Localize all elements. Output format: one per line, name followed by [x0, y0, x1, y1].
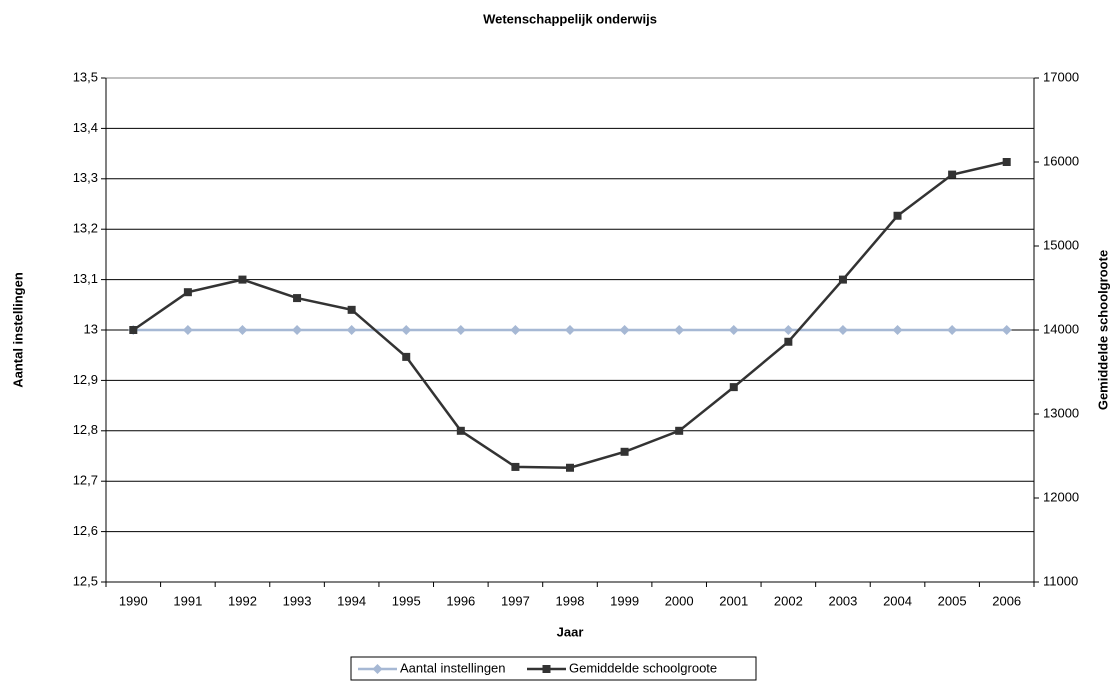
data-point [1001, 325, 1012, 335]
data-point [237, 325, 248, 335]
x-tick-label: 2004 [883, 593, 912, 608]
x-tick-label: 1999 [610, 593, 639, 608]
y2-tick-label: 17000 [1043, 69, 1079, 84]
data-point [565, 325, 575, 335]
y2-tick-label: 11000 [1043, 573, 1078, 588]
data-point [129, 326, 138, 334]
y2-tick-label: 15000 [1043, 237, 1079, 252]
y-axis-title: Aantal instellingen [10, 272, 25, 388]
data-point [893, 211, 902, 220]
data-point [728, 325, 739, 335]
data-point [1002, 158, 1011, 166]
x-tick-label: 1997 [501, 593, 530, 608]
data-point [783, 325, 794, 335]
y2-tick-label: 13000 [1043, 405, 1079, 420]
y-tick-label: 13,4 [73, 120, 98, 135]
data-point [566, 463, 574, 472]
x-tick-label: 1996 [446, 593, 475, 608]
x-tick-label: 1990 [119, 593, 148, 608]
data-point [892, 325, 903, 335]
y2-tick-label: 16000 [1043, 153, 1079, 168]
data-point [619, 325, 630, 335]
y-tick-label: 12,8 [73, 422, 98, 437]
x-tick-label: 1993 [283, 593, 312, 608]
y-tick-label: 13,1 [73, 271, 98, 286]
y-tick-label: 13,3 [73, 170, 98, 185]
series-line [132, 160, 1007, 470]
x-tick-label: 2002 [774, 593, 803, 608]
legend-marker [372, 664, 383, 674]
x-tick-label: 1995 [392, 593, 421, 608]
data-point [346, 325, 357, 335]
data-point [511, 462, 520, 471]
data-point [455, 325, 466, 335]
y-tick-label: 12,6 [73, 523, 98, 538]
x-tick-label: 2000 [665, 593, 694, 608]
data-point [238, 275, 247, 284]
data-point [675, 426, 684, 435]
x-tick-label: 2001 [719, 593, 748, 608]
data-point [674, 325, 685, 335]
data-point [837, 325, 848, 335]
y-tick-label: 13,2 [73, 221, 98, 236]
legend-label: Aantal instellingen [400, 660, 506, 675]
y2-tick-label: 12000 [1043, 489, 1079, 504]
data-point [948, 170, 957, 179]
x-tick-label: 2003 [828, 593, 857, 608]
x-tick-label: 1991 [173, 593, 202, 608]
x-axis-title: Jaar [557, 624, 584, 639]
y-tick-label: 12,7 [73, 473, 98, 488]
data-point [347, 305, 356, 314]
x-tick-label: 1994 [337, 593, 366, 608]
y-tick-label: 12,5 [73, 573, 98, 588]
data-point [402, 352, 411, 361]
y-tick-label: 13 [84, 321, 98, 336]
data-point [292, 325, 303, 335]
x-tick-label: 1998 [556, 593, 585, 608]
data-point [401, 325, 412, 335]
data-point [620, 447, 629, 456]
data-point [510, 325, 521, 335]
data-point [784, 337, 793, 346]
data-point [456, 426, 465, 435]
data-point [182, 325, 193, 335]
x-tick-label: 2005 [938, 593, 967, 608]
chart-title: Wetenschappelijk onderwijs [483, 11, 657, 26]
legend-label: Gemiddelde schoolgroote [569, 660, 717, 675]
data-point [293, 294, 302, 303]
y-tick-label: 13,5 [73, 69, 98, 84]
data-point [838, 275, 847, 284]
data-point [183, 288, 192, 297]
data-point [947, 325, 958, 335]
legend-marker [542, 665, 551, 673]
x-tick-label: 2006 [992, 593, 1021, 608]
y-tick-label: 12,9 [73, 372, 98, 387]
data-point [729, 383, 738, 392]
x-tick-label: 1992 [228, 593, 257, 608]
y2-axis-title: Gemiddelde schoolgroote [1095, 250, 1110, 410]
y2-tick-label: 14000 [1043, 321, 1079, 336]
